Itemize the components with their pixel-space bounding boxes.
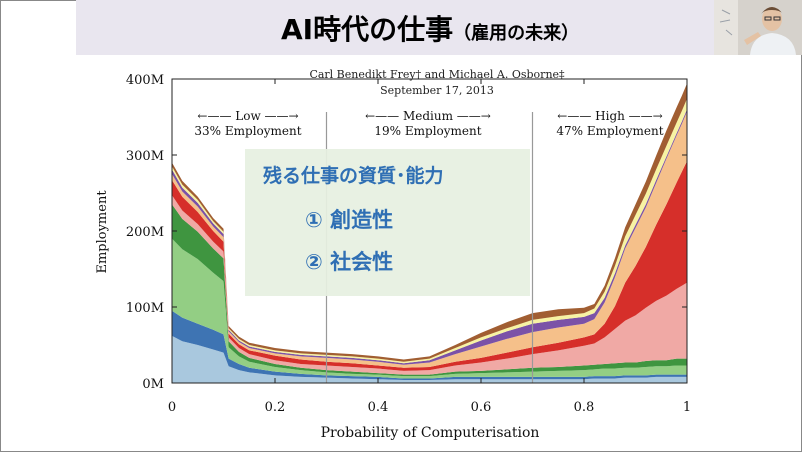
x-tick-label: 0.2 bbox=[265, 400, 286, 415]
speaker-video-thumbnail bbox=[714, 0, 802, 55]
callout-title: 残る仕事の資質･能力 bbox=[263, 165, 444, 187]
region-low-share: 33% Employment bbox=[194, 124, 301, 138]
y-tick-label: 400M bbox=[126, 73, 164, 88]
title-main: AI時代の仕事 bbox=[281, 13, 454, 46]
chart-credit-date: September 17, 2013 bbox=[380, 84, 494, 97]
area-series-1 bbox=[172, 335, 687, 383]
slide-title: AI時代の仕事（雇用の未来） bbox=[281, 8, 579, 48]
callout-item-sociability: ② 社会性 bbox=[305, 250, 394, 274]
y-tick-label: 100M bbox=[126, 301, 164, 316]
x-tick-label: 1 bbox=[683, 400, 691, 415]
chart-credit-authors: Carl Benedikt Frey† and Michael A. Osbor… bbox=[309, 68, 565, 81]
title-sub: （雇用の未来） bbox=[453, 23, 580, 44]
y-tick-label: 200M bbox=[126, 225, 164, 240]
x-tick-label: 0.8 bbox=[574, 400, 595, 415]
y-tick-label: 300M bbox=[126, 149, 164, 164]
region-medium-label: ←—— Medium ——→ bbox=[365, 109, 491, 123]
area-series-5 bbox=[172, 195, 687, 375]
region-medium-share: 19% Employment bbox=[374, 124, 481, 138]
y-tick-label: 0M bbox=[142, 377, 164, 392]
region-high-share: 47% Employment bbox=[556, 124, 663, 138]
x-axis-label: Probability of Computerisation bbox=[321, 425, 540, 441]
region-high-label: ←—— High ——→ bbox=[557, 109, 662, 123]
remaining-skills-callout: 残る仕事の資質･能力 ① 創造性 ② 社会性 bbox=[245, 149, 530, 296]
callout-item-creativity: ① 創造性 bbox=[305, 208, 394, 232]
x-tick-label: 0 bbox=[168, 400, 176, 415]
title-bar: AI時代の仕事（雇用の未来） bbox=[76, 0, 802, 55]
y-axis-label: Employment bbox=[95, 190, 110, 274]
axes-group: 0 0.2 0.4 0.6 0.8 1 0M 100M 200M 300M 400M bbox=[126, 73, 691, 415]
region-low-label: ←—— Low ——→ bbox=[197, 109, 298, 123]
x-tick-label: 0.6 bbox=[471, 400, 492, 415]
area-series-group bbox=[172, 83, 687, 383]
x-tick-label: 0.4 bbox=[368, 400, 389, 415]
